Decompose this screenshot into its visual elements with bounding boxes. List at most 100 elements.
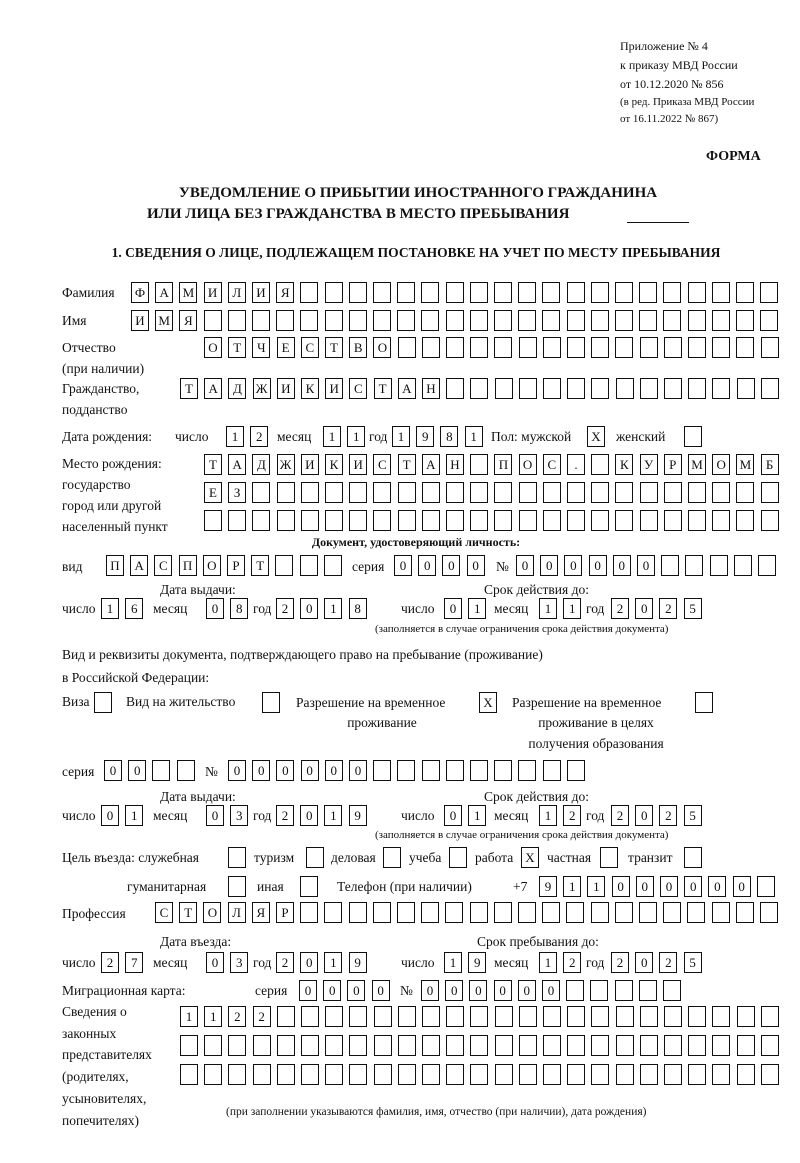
entry-stay-month-cell[interactable]: 2 xyxy=(563,952,582,973)
surname-cell[interactable] xyxy=(324,282,343,303)
reps-row-2-cell[interactable] xyxy=(494,1035,513,1056)
birthplace-row-3-cell[interactable] xyxy=(518,510,537,531)
surname-cell[interactable]: И xyxy=(252,282,270,303)
name-cell[interactable] xyxy=(711,310,730,331)
reps-row-2-cell[interactable] xyxy=(397,1035,416,1056)
entry-entry-year-cell[interactable]: 9 xyxy=(348,952,367,973)
reps-row-2-cell[interactable] xyxy=(639,1035,658,1056)
reps-row-1-cell[interactable] xyxy=(494,1006,513,1027)
birthplace-row-1-cell[interactable] xyxy=(591,454,610,475)
reps-row-2-cell[interactable] xyxy=(422,1035,440,1056)
id-id-valid-month-cell[interactable]: 1 xyxy=(539,598,557,619)
profession-cell[interactable]: С xyxy=(155,902,173,923)
profession-cell[interactable] xyxy=(735,902,754,923)
entry-entry-year-cell[interactable]: 1 xyxy=(324,952,343,973)
name-cell[interactable] xyxy=(252,310,270,331)
citizenship-cell[interactable] xyxy=(543,378,561,399)
reps-row-3-cell[interactable] xyxy=(567,1064,586,1085)
patronymic-cell[interactable] xyxy=(421,337,440,358)
reps-row-3-cell[interactable] xyxy=(349,1064,368,1085)
patronymic-cell[interactable]: О xyxy=(373,337,392,358)
entry-stay-month-cell[interactable]: 1 xyxy=(539,952,557,973)
name-cell[interactable] xyxy=(348,310,367,331)
phone-cell[interactable]: 0 xyxy=(732,876,751,897)
right-right-valid-day-cell[interactable]: 0 xyxy=(444,805,462,826)
reps-row-3-cell[interactable] xyxy=(712,1064,731,1085)
reps-row-3-cell[interactable] xyxy=(688,1064,707,1085)
birthplace-row-2-cell[interactable] xyxy=(542,482,561,503)
name-cell[interactable]: Я xyxy=(179,310,198,331)
trp-education-checkbox[interactable] xyxy=(695,692,713,713)
right-right-valid-month-cell[interactable]: 1 xyxy=(539,805,557,826)
right-number-cell[interactable]: 0 xyxy=(276,760,295,781)
citizenship-cell[interactable] xyxy=(591,378,610,399)
right-number-cell[interactable]: 0 xyxy=(349,760,367,781)
id-number-cell[interactable]: 0 xyxy=(588,555,607,576)
name-cell[interactable]: М xyxy=(155,310,174,331)
id-series-cell[interactable]: 0 xyxy=(418,555,437,576)
reps-row-2-cell[interactable] xyxy=(276,1035,295,1056)
id-kind-cell[interactable]: А xyxy=(130,555,149,576)
right-number-cell[interactable] xyxy=(470,760,488,781)
patronymic-cell[interactable] xyxy=(615,337,634,358)
birthplace-row-1-cell[interactable]: Ж xyxy=(276,454,295,475)
birthplace-row-3-cell[interactable] xyxy=(736,510,755,531)
reps-row-3-cell[interactable] xyxy=(204,1064,223,1085)
mc-number-cell[interactable]: 0 xyxy=(542,980,560,1001)
phone-cell[interactable]: 1 xyxy=(563,876,582,897)
reps-row-2-cell[interactable] xyxy=(736,1035,755,1056)
profession-cell[interactable] xyxy=(566,902,585,923)
birthplace-row-1-cell[interactable]: О xyxy=(518,454,537,475)
id-id-issue-year-cell[interactable]: 1 xyxy=(324,598,343,619)
id-number-cell[interactable]: 0 xyxy=(564,555,583,576)
birthplace-row-2-cell[interactable] xyxy=(446,482,464,503)
reps-row-1-cell[interactable] xyxy=(567,1006,586,1027)
birthplace-row-3-cell[interactable] xyxy=(349,510,368,531)
birthplace-row-2-cell[interactable] xyxy=(470,482,489,503)
citizenship-cell[interactable] xyxy=(518,378,537,399)
surname-cell[interactable] xyxy=(445,282,464,303)
phone-cell[interactable] xyxy=(756,876,775,897)
birthplace-row-1-cell[interactable]: С xyxy=(373,454,392,475)
name-cell[interactable] xyxy=(615,310,633,331)
name-cell[interactable] xyxy=(373,310,391,331)
id-series-cell[interactable]: 0 xyxy=(466,555,485,576)
id-id-valid-year-cell[interactable]: 2 xyxy=(611,598,629,619)
surname-cell[interactable] xyxy=(494,282,512,303)
reps-row-3-cell[interactable] xyxy=(276,1064,295,1085)
birthplace-row-3-cell[interactable] xyxy=(760,510,779,531)
birthplace-row-1-cell[interactable]: Д xyxy=(252,454,271,475)
profession-cell[interactable] xyxy=(614,902,633,923)
surname-cell[interactable] xyxy=(518,282,537,303)
reps-row-1-cell[interactable] xyxy=(712,1006,731,1027)
reps-row-2-cell[interactable] xyxy=(349,1035,368,1056)
patronymic-cell[interactable] xyxy=(688,337,706,358)
reps-row-1-cell[interactable] xyxy=(591,1006,610,1027)
profession-cell[interactable] xyxy=(372,902,391,923)
right-number-cell[interactable] xyxy=(397,760,416,781)
name-cell[interactable] xyxy=(639,310,658,331)
profession-cell[interactable] xyxy=(760,902,778,923)
right-right-issue-day-cell[interactable]: 0 xyxy=(101,805,119,826)
birthplace-row-2-cell[interactable] xyxy=(760,482,779,503)
reps-row-1-cell[interactable]: 1 xyxy=(204,1006,223,1027)
birthplace-row-2-cell[interactable] xyxy=(567,482,585,503)
birthplace-row-3-cell[interactable] xyxy=(470,510,489,531)
mc-number-cell[interactable] xyxy=(590,980,609,1001)
surname-cell[interactable] xyxy=(590,282,609,303)
surname-cell[interactable]: А xyxy=(155,282,174,303)
birthplace-row-1-cell[interactable]: А xyxy=(228,454,247,475)
citizenship-cell[interactable] xyxy=(639,378,658,399)
reps-row-2-cell[interactable] xyxy=(446,1035,465,1056)
id-number-cell[interactable] xyxy=(758,555,776,576)
id-id-issue-month-cell[interactable]: 8 xyxy=(230,598,249,619)
right-right-valid-year-cell[interactable]: 0 xyxy=(635,805,654,826)
reps-row-1-cell[interactable] xyxy=(518,1006,537,1027)
reps-row-3-cell[interactable] xyxy=(228,1064,247,1085)
birthplace-row-2-cell[interactable] xyxy=(252,482,271,503)
name-cell[interactable] xyxy=(760,310,779,331)
birthplace-row-2-cell[interactable] xyxy=(639,482,658,503)
reps-row-3-cell[interactable] xyxy=(325,1064,344,1085)
id-id-issue-day-cell[interactable]: 1 xyxy=(101,598,119,619)
phone-cell[interactable]: 0 xyxy=(684,876,703,897)
